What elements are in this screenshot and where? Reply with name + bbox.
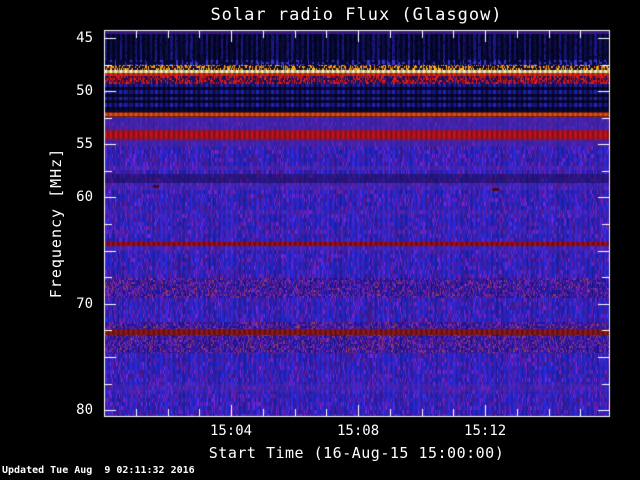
y-tick-label: 80 bbox=[76, 402, 93, 419]
y-tick-label: 60 bbox=[76, 189, 93, 206]
y-tick-label: 45 bbox=[76, 29, 93, 46]
x-axis-title: Start Time (16-Aug-15 15:00:00) bbox=[208, 444, 505, 462]
x-tick-label: 15:04 bbox=[209, 423, 253, 439]
x-tick-label: 15:08 bbox=[337, 423, 380, 439]
y-tick-label: 55 bbox=[76, 136, 93, 153]
x-tick-label: 15:12 bbox=[464, 423, 507, 439]
x-tick-labels: 15:04 15:08 15:12 bbox=[0, 423, 640, 441]
y-tick-label: 50 bbox=[76, 83, 93, 100]
y-tick-labels: 45 50 55 60 70 80 bbox=[0, 0, 96, 480]
updated-timestamp: Updated Tue Aug 9 02:11:32 2016 bbox=[2, 465, 195, 476]
chart-title: Solar radio Flux (Glasgow) bbox=[210, 5, 503, 25]
y-tick-label: 70 bbox=[76, 295, 93, 312]
